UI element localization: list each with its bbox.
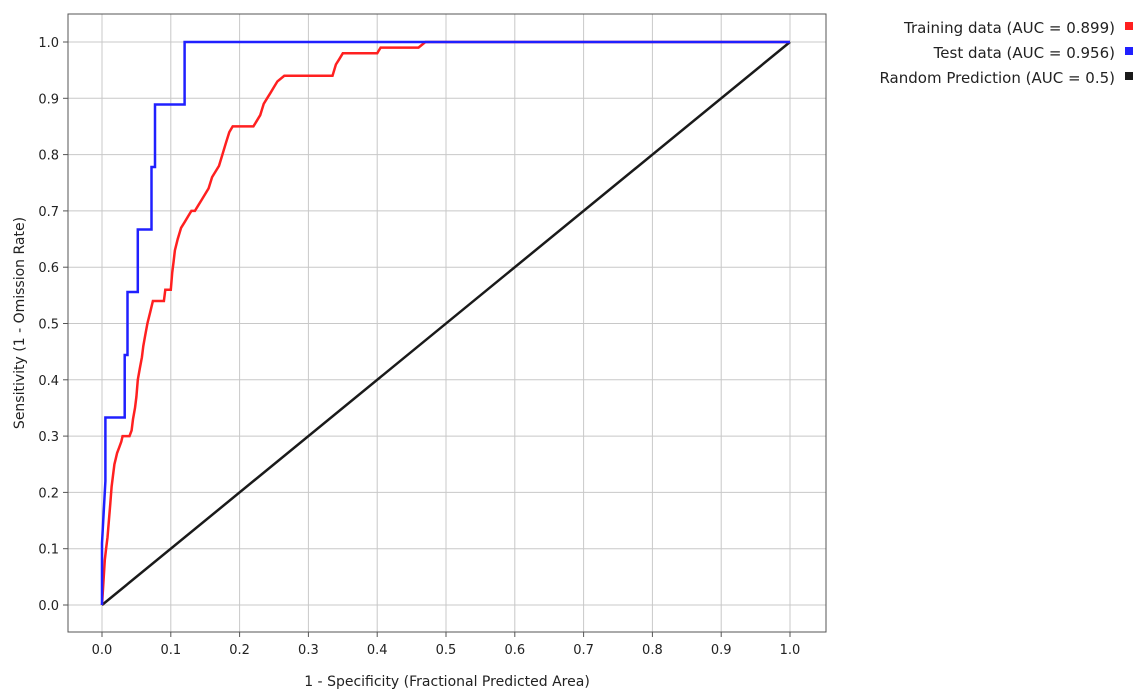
x-axis: 0.0 0.1 0.2 0.3 0.4 0.5 0.6 0.7 0.8 0.9 1.0 bbox=[92, 632, 801, 658]
series-layer bbox=[100, 40, 791, 606]
y-tick-label: 0.7 bbox=[38, 205, 59, 220]
x-tick-label: 0.3 bbox=[298, 643, 319, 658]
legend: Training data (AUC = 0.899) Test data (AU… bbox=[879, 19, 1133, 87]
x-tick-label: 1.0 bbox=[780, 643, 801, 658]
legend-swatch bbox=[1125, 72, 1133, 80]
x-tick-label: 0.0 bbox=[92, 643, 113, 658]
series-line-2 bbox=[101, 41, 791, 606]
y-axis: 0.0 0.1 0.2 0.3 0.4 0.5 0.6 0.7 0.8 0.9 1.0 bbox=[38, 36, 68, 614]
y-tick-label: 0.9 bbox=[38, 92, 59, 107]
y-axis-title: Sensitivity (1 - Omission Rate) bbox=[12, 217, 28, 429]
series-line-1 bbox=[100, 40, 790, 605]
y-tick-label: 0.5 bbox=[38, 318, 59, 333]
x-tick-label: 0.7 bbox=[573, 643, 594, 658]
y-tick-label: 0.0 bbox=[38, 599, 59, 614]
y-tick-label: 0.2 bbox=[38, 486, 59, 501]
legend-label: Test data (AUC = 0.956) bbox=[933, 44, 1115, 62]
y-tick-label: 0.8 bbox=[38, 149, 59, 164]
x-tick-label: 0.4 bbox=[367, 643, 388, 658]
y-tick-label: 0.4 bbox=[38, 374, 59, 389]
y-tick-label: 0.1 bbox=[38, 543, 59, 558]
legend-swatch bbox=[1125, 47, 1133, 55]
x-tick-label: 0.8 bbox=[642, 643, 663, 658]
x-tick-label: 0.5 bbox=[436, 643, 457, 658]
x-tick-label: 0.2 bbox=[229, 643, 250, 658]
y-tick-label: 0.3 bbox=[38, 430, 59, 445]
legend-label: Random Prediction (AUC = 0.5) bbox=[879, 69, 1115, 87]
y-tick-label: 1.0 bbox=[38, 36, 59, 51]
series-line-0 bbox=[100, 40, 790, 606]
legend-swatch bbox=[1125, 22, 1133, 30]
x-axis-title: 1 - Specificity (Fractional Predicted Ar… bbox=[304, 674, 590, 690]
x-tick-label: 0.9 bbox=[711, 643, 732, 658]
y-tick-label: 0.6 bbox=[38, 261, 59, 276]
x-tick-label: 0.6 bbox=[504, 643, 525, 658]
legend-label: Training data (AUC = 0.899) bbox=[903, 19, 1115, 37]
x-tick-label: 0.1 bbox=[160, 643, 181, 658]
